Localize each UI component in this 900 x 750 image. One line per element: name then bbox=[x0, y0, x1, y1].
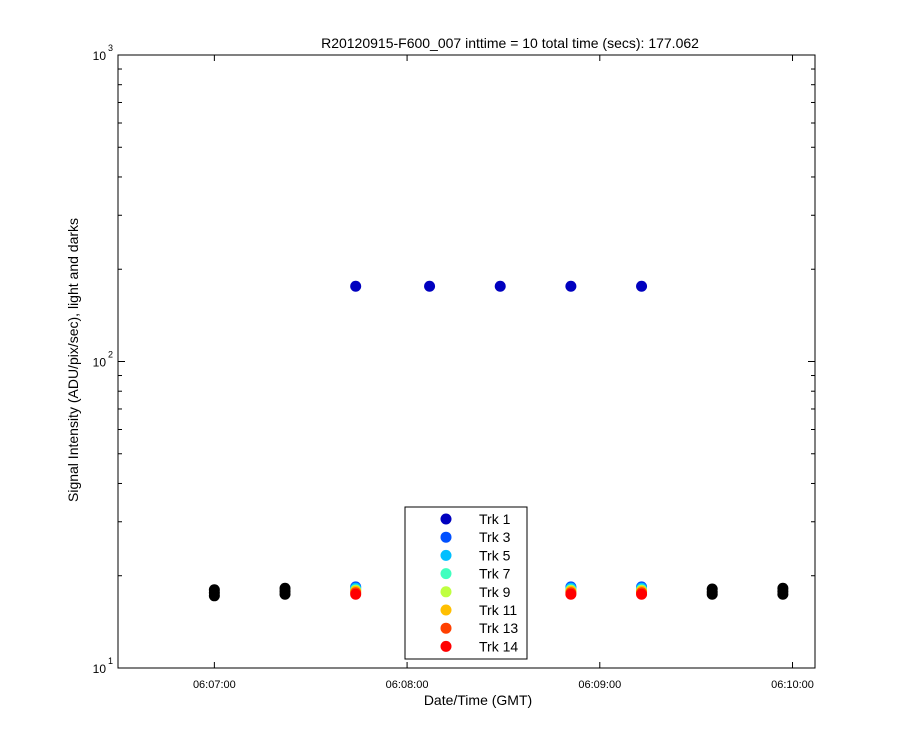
y-tick-label-exponent: 3 bbox=[108, 43, 113, 53]
x-tick-labels: 06:07:00 06:08:00 06:09:00 06:10:00 bbox=[193, 679, 814, 691]
legend-marker bbox=[440, 568, 452, 580]
data-point bbox=[565, 588, 577, 600]
legend-label: Trk 9 bbox=[479, 584, 511, 600]
data-point bbox=[777, 588, 789, 600]
x-tick-label: 06:07:00 bbox=[193, 679, 236, 691]
legend-label: Trk 1 bbox=[479, 511, 511, 527]
data-point bbox=[636, 588, 648, 600]
legend-marker bbox=[440, 586, 452, 598]
data-point bbox=[279, 588, 291, 600]
data-point bbox=[350, 280, 362, 292]
legend-marker bbox=[440, 640, 452, 652]
legend-label: Trk 13 bbox=[479, 620, 518, 636]
data-point bbox=[565, 280, 577, 292]
data-point bbox=[636, 280, 648, 292]
legend-label: Trk 5 bbox=[479, 547, 511, 563]
x-tick-label: 06:09:00 bbox=[578, 679, 621, 691]
legend-marker bbox=[440, 531, 452, 543]
y-tick-label-base: 10 bbox=[93, 49, 107, 63]
legend-marker bbox=[440, 549, 452, 561]
data-point bbox=[424, 280, 436, 292]
x-tick-label: 06:10:00 bbox=[771, 679, 814, 691]
data-point bbox=[208, 590, 220, 602]
data-point bbox=[350, 588, 362, 600]
legend-marker bbox=[440, 622, 452, 634]
legend-label: Trk 7 bbox=[479, 566, 511, 582]
data-point bbox=[706, 588, 718, 600]
y-tick-label-base: 10 bbox=[93, 662, 107, 676]
y-axis-label: Signal Intensity (ADU/pix/sec), light an… bbox=[65, 218, 81, 502]
legend-label: Trk 14 bbox=[479, 638, 518, 654]
data-point bbox=[494, 280, 506, 292]
legend-label: Trk 3 bbox=[479, 529, 511, 545]
y-tick-label-exponent: 2 bbox=[108, 350, 113, 360]
y-tick-label-base: 10 bbox=[93, 356, 107, 370]
legend-box bbox=[404, 506, 528, 660]
data-points bbox=[208, 280, 789, 602]
legend: Trk 1 Trk 3 Trk 5 Trk 7 Trk 9 Trk 11 Trk 13 Trk… bbox=[404, 506, 528, 660]
legend-marker bbox=[440, 604, 452, 616]
x-tick-label: 06:08:00 bbox=[386, 679, 429, 691]
axis-ticks bbox=[118, 54, 815, 669]
legend-marker bbox=[440, 513, 452, 525]
x-axis-label: Date/Time (GMT) bbox=[424, 692, 532, 708]
chart-title: R20120915-F600_007 inttime = 10 total ti… bbox=[321, 35, 699, 51]
y-tick-label-exponent: 1 bbox=[108, 656, 113, 666]
legend-label: Trk 11 bbox=[479, 602, 517, 618]
